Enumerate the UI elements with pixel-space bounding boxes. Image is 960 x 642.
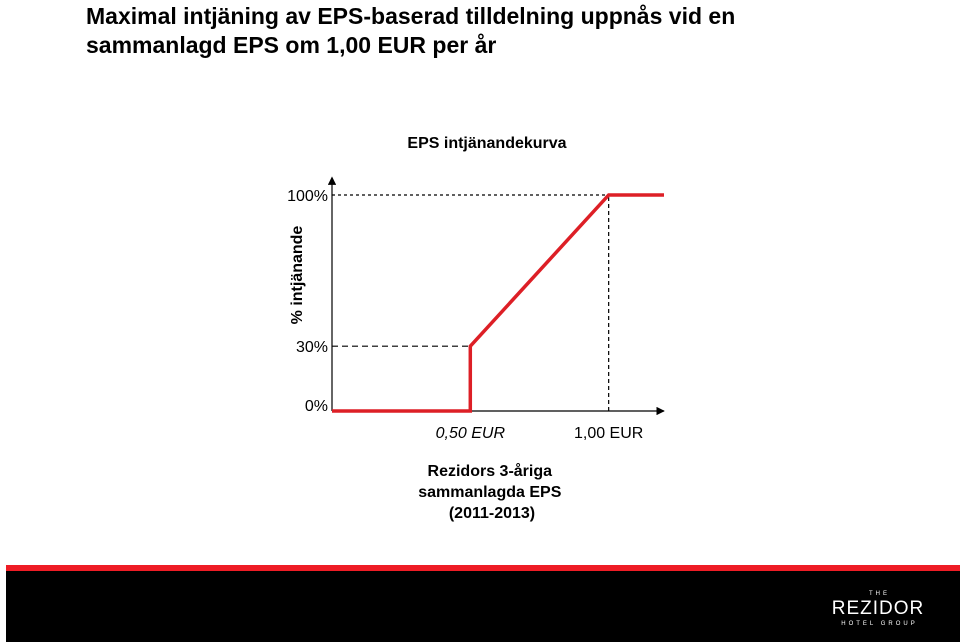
slide-title-line-1: Maximal intjäning av EPS-baserad tilldel… (86, 3, 736, 29)
chart-title: EPS intjänandekurva (407, 135, 566, 152)
x-tick-label: 1,00 EUR (574, 425, 643, 442)
x-axis-label-line-2: sammanlagda EPS (418, 484, 562, 501)
x-axis-label-line-1: Rezidors 3-åriga (428, 462, 553, 480)
footer-bar: THE REZIDOR HOTEL GROUP (6, 571, 960, 642)
rezidor-logo: THE REZIDOR HOTEL GROUP (824, 590, 932, 636)
guide-lines (332, 194, 610, 411)
footer-band: THE REZIDOR HOTEL GROUP (6, 565, 960, 642)
x-tick-label: 0,50 EUR (436, 425, 506, 442)
x-axis-label: Rezidors 3-åriga sammanlagda EPS (2011-2… (418, 462, 566, 522)
slide-title-line-2: sammanlagd EPS om 1,00 EUR per år (86, 32, 497, 58)
y-tick-label: 0% (305, 398, 328, 415)
logo-top-text: THE (869, 591, 890, 597)
x-tick-labels: 0,50 EUR 1,00 EUR (436, 425, 644, 442)
y-tick-labels: 0% 30% 100% (287, 188, 328, 415)
vesting-curve-line (332, 193, 664, 413)
eps-vesting-chart: EPS intjänandekurva % intjänande 0% 30% 10… (287, 135, 665, 522)
x-axis-label-line-3: (2011-2013) (449, 505, 535, 522)
slide-title: Maximal intjäning av EPS-baserad tilldel… (86, 2, 886, 60)
y-tick-label: 30% (296, 339, 328, 356)
y-axis-label: % intjänande (289, 226, 306, 325)
logo-bottom-text: HOTEL GROUP (841, 621, 918, 627)
y-tick-label: 100% (287, 188, 328, 205)
logo-main-text: REZIDOR (831, 598, 925, 619)
